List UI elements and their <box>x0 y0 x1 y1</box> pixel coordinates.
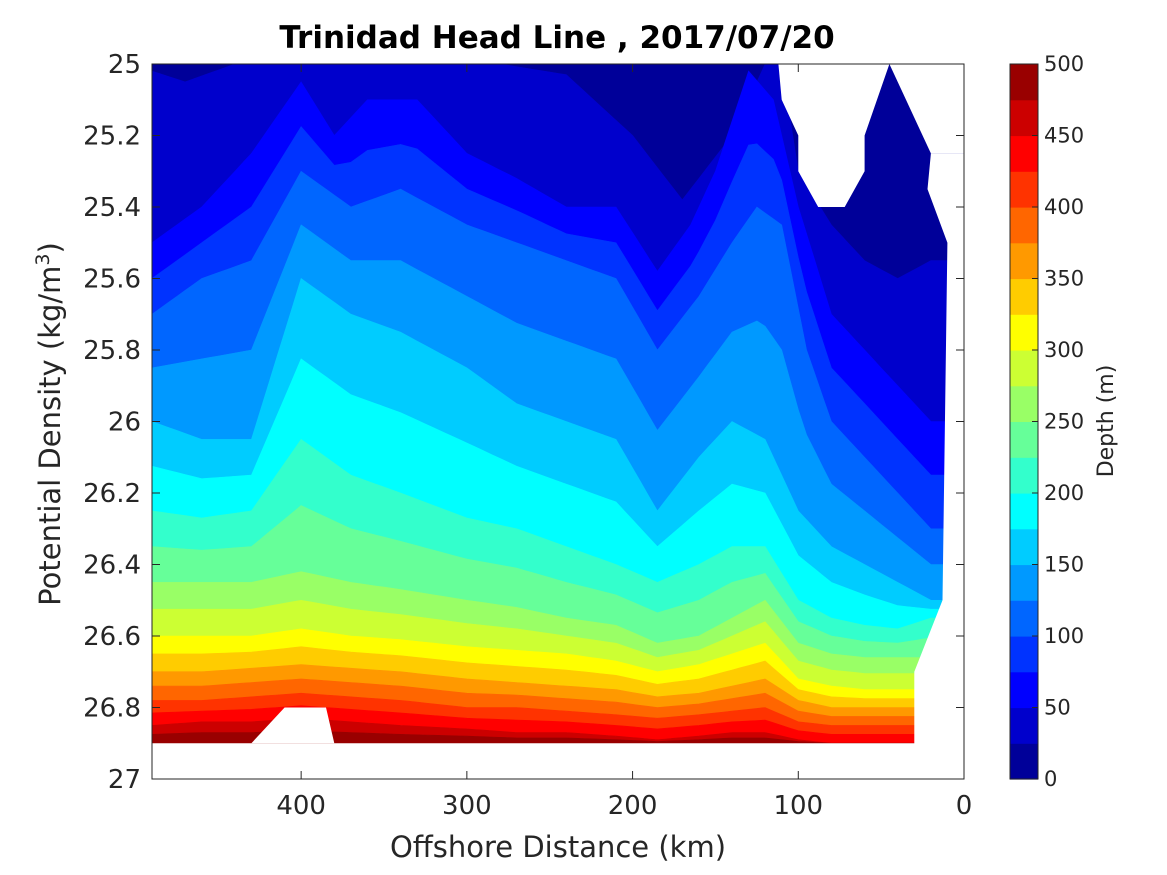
colorbar-swatch <box>1010 207 1038 244</box>
colorbar-swatch <box>1010 743 1038 780</box>
colorbar-swatch <box>1010 99 1038 137</box>
colorbar-swatch <box>1010 385 1038 422</box>
colorbar-tick-label: 400 <box>1044 195 1084 219</box>
y-tick-label: 25.6 <box>83 265 141 295</box>
no-data-seamount <box>251 707 335 744</box>
colorbar-swatch <box>1010 600 1038 637</box>
y-tick-label: 25.4 <box>83 193 141 223</box>
y-axis-ticks: 25 25.2 25.4 25.6 25.8 26 26.2 26.4 26.6 26.8 27 <box>83 50 964 795</box>
colorbar-swatch <box>1010 278 1038 315</box>
colorbar-swatch <box>1010 314 1038 351</box>
colorbar-swatch <box>1010 564 1038 601</box>
colorbar-tick-label: 200 <box>1044 481 1084 505</box>
x-axis-ticks: 400 300 200 100 0 <box>276 64 972 821</box>
colorbar-swatch <box>1010 457 1038 494</box>
colorbar-swatch <box>1010 421 1038 458</box>
colorbar-swatch <box>1010 636 1038 673</box>
y-tick-label: 26.8 <box>83 694 141 724</box>
y-tick-label: 26 <box>108 408 141 438</box>
y-tick-label: 25 <box>108 50 141 80</box>
colorbar-tick-label: 50 <box>1044 696 1071 720</box>
y-tick-label: 27 <box>108 765 141 795</box>
colorbar-tick-label: 0 <box>1044 767 1057 791</box>
no-data-top-right <box>889 64 964 154</box>
no-data-masks <box>152 64 964 779</box>
x-axis-label: Offshore Distance (km) <box>390 830 726 864</box>
no-data-nearshore <box>914 153 964 779</box>
colorbar-swatch <box>1010 493 1038 530</box>
x-tick-label: 300 <box>442 791 492 821</box>
y-tick-label: 26.4 <box>83 551 141 581</box>
depth-bands <box>152 64 964 744</box>
x-tick-label: 400 <box>276 791 326 821</box>
y-tick-label: 26.6 <box>83 622 141 652</box>
colorbar-swatch <box>1010 242 1038 280</box>
colorbar-swatch <box>1010 135 1038 172</box>
colorbar-tick-label: 150 <box>1044 553 1084 577</box>
y-tick-label: 25.2 <box>83 122 141 152</box>
colorbar-swatch <box>1010 707 1038 744</box>
colorbar-swatch <box>1010 671 1038 709</box>
colorbar-tick-label: 100 <box>1044 624 1084 648</box>
y-tick-label: 26.2 <box>83 479 141 509</box>
x-tick-label: 200 <box>608 791 658 821</box>
chart-title: Trinidad Head Line , 2017/07/20 <box>279 20 834 56</box>
colorbar-tick-label: 300 <box>1044 338 1084 362</box>
y-axis-label: Potential Density (kg/m3) <box>32 242 67 606</box>
colorbar-swatch <box>1010 528 1038 566</box>
colorbar-tick-label: 350 <box>1044 267 1084 291</box>
colorbar-swatch <box>1010 64 1038 101</box>
colorbar-tick-label: 500 <box>1044 52 1084 76</box>
no-data-bottom <box>152 743 964 779</box>
colorbar-swatch <box>1010 350 1038 387</box>
colorbar-label: Depth (m) <box>1094 365 1119 478</box>
colorbar-tick-label: 250 <box>1044 410 1084 434</box>
no-data-shelf-notch <box>778 64 890 207</box>
x-tick-label: 100 <box>773 791 823 821</box>
y-tick-label: 25.8 <box>83 336 141 366</box>
colorbar-tick-label: 450 <box>1044 124 1084 148</box>
colorbar: 0 50 100 150 200 250 300 350 400 450 500 <box>1009 52 1084 791</box>
colorbar-swatch <box>1010 171 1038 208</box>
x-tick-label: 0 <box>956 791 973 821</box>
